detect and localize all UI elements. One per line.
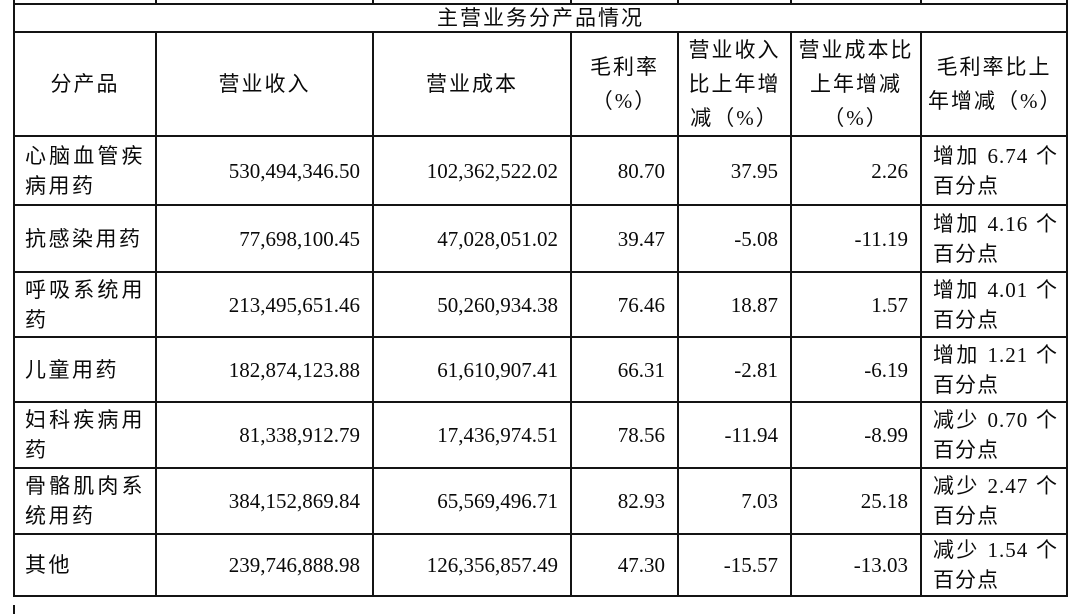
cell-product: 心脑血管疾病用药 — [13, 135, 157, 206]
cell-margin-yoy: 增加 6.74 个百分点 — [920, 135, 1068, 206]
cell-revenue-yoy: 7.03 — [677, 467, 792, 535]
remnant-cell — [155, 0, 374, 5]
cell-margin: 80.70 — [570, 135, 679, 206]
cell-product: 呼吸系统用药 — [13, 271, 157, 338]
cell-revenue: 239,746,888.98 — [155, 533, 374, 597]
cell-revenue-yoy: -15.57 — [677, 533, 792, 597]
cell-cost: 126,356,857.49 — [372, 533, 572, 597]
cell-cost: 50,260,934.38 — [372, 271, 572, 338]
cell-margin: 76.46 — [570, 271, 679, 338]
cell-revenue: 384,152,869.84 — [155, 467, 374, 535]
remnant-cell — [372, 0, 572, 5]
cell-margin-yoy: 减少 2.47 个百分点 — [920, 467, 1068, 535]
cell-revenue-yoy: -2.81 — [677, 336, 792, 403]
cell-revenue: 213,495,651.46 — [155, 271, 374, 338]
cell-product: 骨骼肌肉系统用药 — [13, 467, 157, 535]
cell-revenue: 530,494,346.50 — [155, 135, 374, 206]
cell-product: 其他 — [13, 533, 157, 597]
col-header-margin-yoy: 毛利率比上年增减（%） — [920, 31, 1068, 137]
col-header-product: 分产品 — [13, 31, 157, 137]
col-header-margin: 毛利率（%） — [570, 31, 679, 137]
cell-cost: 47,028,051.02 — [372, 204, 572, 273]
cell-revenue-yoy: -5.08 — [677, 204, 792, 273]
cell-revenue-yoy: -11.94 — [677, 401, 792, 469]
table-row: 妇科疾病用药 81,338,912.79 17,436,974.51 78.56… — [13, 401, 1068, 469]
cell-revenue-yoy: 18.87 — [677, 271, 792, 338]
cell-product: 妇科疾病用药 — [13, 401, 157, 469]
section-title-row: 主营业务分产品情况 — [13, 3, 1068, 33]
table-row: 呼吸系统用药 213,495,651.46 50,260,934.38 76.4… — [13, 271, 1068, 338]
cell-margin: 78.56 — [570, 401, 679, 469]
cell-cost-yoy: -13.03 — [790, 533, 922, 597]
cell-revenue: 77,698,100.45 — [155, 204, 374, 273]
cell-margin-yoy: 增加 4.16 个百分点 — [920, 204, 1068, 273]
col-header-revenue: 营业收入 — [155, 31, 374, 137]
next-section-border-remnant — [13, 605, 15, 614]
cell-cost-yoy: -11.19 — [790, 204, 922, 273]
cell-cost-yoy: 25.18 — [790, 467, 922, 535]
cell-cost-yoy: -8.99 — [790, 401, 922, 469]
cell-margin: 47.30 — [570, 533, 679, 597]
col-header-cost: 营业成本 — [372, 31, 572, 137]
remnant-cell — [570, 0, 679, 5]
cell-margin-yoy: 增加 1.21 个百分点 — [920, 336, 1068, 403]
cell-margin-yoy: 增加 4.01 个百分点 — [920, 271, 1068, 338]
cell-cost: 65,569,496.71 — [372, 467, 572, 535]
previous-row-remnant — [13, 0, 1068, 5]
cell-margin: 39.47 — [570, 204, 679, 273]
table-row: 抗感染用药 77,698,100.45 47,028,051.02 39.47 … — [13, 204, 1068, 273]
table-row: 心脑血管疾病用药 530,494,346.50 102,362,522.02 8… — [13, 135, 1068, 206]
cell-cost-yoy: 2.26 — [790, 135, 922, 206]
table-row: 儿童用药 182,874,123.88 61,610,907.41 66.31 … — [13, 336, 1068, 403]
cell-margin-yoy: 减少 0.70 个百分点 — [920, 401, 1068, 469]
remnant-cell — [13, 0, 157, 5]
table-row: 其他 239,746,888.98 126,356,857.49 47.30 -… — [13, 533, 1068, 597]
cell-cost-yoy: -6.19 — [790, 336, 922, 403]
cell-margin-yoy: 减少 1.54 个百分点 — [920, 533, 1068, 597]
main-business-by-product-table: 主营业务分产品情况 分产品 营业收入 营业成本 毛利率（%） 营业收入比上年增减… — [13, 0, 1068, 597]
cell-cost: 17,436,974.51 — [372, 401, 572, 469]
cell-cost-yoy: 1.57 — [790, 271, 922, 338]
cell-revenue: 182,874,123.88 — [155, 336, 374, 403]
cell-product: 儿童用药 — [13, 336, 157, 403]
table-section-title: 主营业务分产品情况 — [13, 3, 1068, 33]
cell-cost: 61,610,907.41 — [372, 336, 572, 403]
cell-cost: 102,362,522.02 — [372, 135, 572, 206]
col-header-cost-yoy: 营业成本比上年增减（%） — [790, 31, 922, 137]
column-header-row: 分产品 营业收入 营业成本 毛利率（%） 营业收入比上年增减（%） 营业成本比上… — [13, 31, 1068, 137]
cell-margin: 66.31 — [570, 336, 679, 403]
cell-revenue: 81,338,912.79 — [155, 401, 374, 469]
cell-product: 抗感染用药 — [13, 204, 157, 273]
remnant-cell — [790, 0, 922, 5]
remnant-cell — [677, 0, 792, 5]
table-row: 骨骼肌肉系统用药 384,152,869.84 65,569,496.71 82… — [13, 467, 1068, 535]
cell-margin: 82.93 — [570, 467, 679, 535]
cell-revenue-yoy: 37.95 — [677, 135, 792, 206]
col-header-revenue-yoy: 营业收入比上年增减（%） — [677, 31, 792, 137]
remnant-cell — [920, 0, 1068, 5]
